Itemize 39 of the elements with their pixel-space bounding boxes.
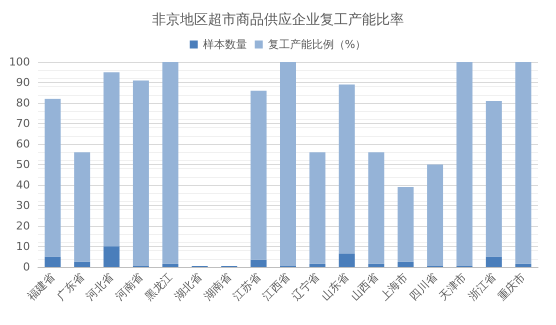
y-tick-label: 80 bbox=[16, 96, 30, 110]
bar bbox=[309, 264, 326, 267]
bar bbox=[368, 264, 384, 267]
y-tick-label: 20 bbox=[16, 220, 30, 232]
y-tick-label: 40 bbox=[16, 178, 30, 192]
bar bbox=[250, 260, 267, 267]
bar bbox=[427, 164, 444, 266]
chart-title: 非京地区超市商品供应企业复工产能比率 bbox=[152, 12, 404, 28]
bar bbox=[309, 152, 326, 264]
y-tick-label: 90 bbox=[16, 76, 30, 89]
bar bbox=[398, 187, 414, 262]
bar bbox=[515, 264, 532, 267]
bar bbox=[486, 256, 502, 267]
legend-label: 复工产能比例（%） bbox=[268, 38, 366, 51]
y-tick-label: 70 bbox=[16, 117, 30, 130]
bar bbox=[486, 100, 502, 257]
bar bbox=[44, 98, 61, 257]
bar bbox=[162, 264, 178, 267]
y-tick-label: 30 bbox=[16, 199, 30, 212]
bar bbox=[456, 62, 472, 266]
y-tick-label: 100 bbox=[9, 56, 30, 68]
bar bbox=[44, 256, 61, 267]
bar bbox=[515, 62, 532, 264]
y-tick-label: 60 bbox=[16, 138, 30, 150]
legend-label: 样本数量 bbox=[202, 38, 247, 51]
bar bbox=[398, 262, 414, 267]
bar bbox=[338, 254, 355, 267]
bar bbox=[162, 62, 178, 264]
bar bbox=[280, 62, 296, 266]
y-tick-label: 10 bbox=[16, 240, 30, 253]
bar bbox=[104, 246, 120, 267]
bar bbox=[132, 80, 149, 266]
bar bbox=[104, 72, 120, 246]
bar bbox=[74, 262, 90, 267]
bar bbox=[368, 152, 384, 264]
bar bbox=[74, 152, 90, 262]
y-tick-label: 50 bbox=[16, 158, 30, 171]
bar bbox=[250, 90, 267, 260]
bar bbox=[338, 84, 355, 254]
